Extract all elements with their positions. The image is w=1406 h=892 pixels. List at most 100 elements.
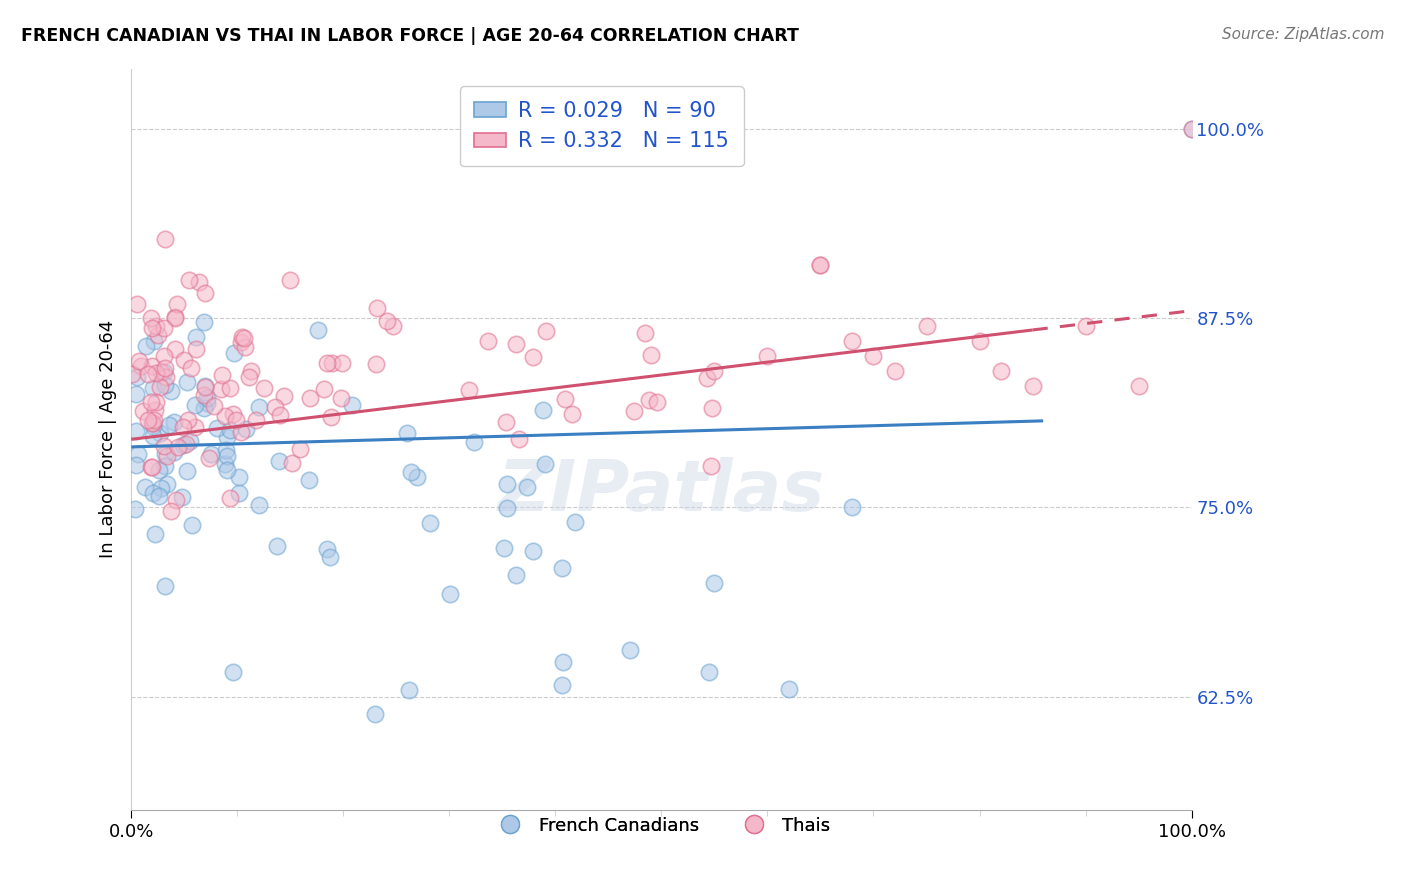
Point <box>209 382 232 396</box>
Point <box>124 458 146 473</box>
Point <box>121 367 143 381</box>
Point <box>134 480 156 494</box>
Point <box>195 396 218 410</box>
Point <box>211 368 233 383</box>
Point <box>159 418 181 433</box>
Point <box>477 334 499 348</box>
Point <box>202 399 225 413</box>
Point <box>129 359 152 374</box>
Point <box>148 380 170 394</box>
Point <box>149 425 172 440</box>
Point <box>127 370 149 384</box>
Point <box>703 364 725 378</box>
Point <box>231 329 253 343</box>
Point <box>194 380 217 394</box>
Point <box>307 323 329 337</box>
Point <box>298 474 321 488</box>
Point <box>160 504 183 518</box>
Point <box>166 297 188 311</box>
Point <box>778 681 800 696</box>
Point <box>153 439 176 453</box>
Point <box>564 516 586 530</box>
Point <box>142 419 165 434</box>
Point <box>1074 318 1097 333</box>
Point <box>756 349 779 363</box>
Point <box>124 502 146 516</box>
Point <box>153 232 176 246</box>
Point <box>534 325 557 339</box>
Point <box>969 334 991 348</box>
Point <box>505 337 527 351</box>
Point <box>215 442 238 457</box>
Point <box>153 361 176 376</box>
Point <box>247 400 270 414</box>
Point <box>156 477 179 491</box>
Point <box>222 665 245 679</box>
Point <box>531 402 554 417</box>
Point <box>703 576 725 591</box>
Point <box>128 354 150 368</box>
Point <box>153 458 176 473</box>
Point <box>145 394 167 409</box>
Point <box>516 480 538 494</box>
Point <box>321 410 343 425</box>
Point <box>316 355 339 369</box>
Point <box>647 395 669 409</box>
Point <box>619 643 641 657</box>
Point <box>163 444 186 458</box>
Point <box>176 464 198 478</box>
Point <box>551 678 574 692</box>
Point <box>217 430 239 444</box>
Point <box>458 383 481 397</box>
Point <box>697 665 720 679</box>
Point <box>125 386 148 401</box>
Point <box>841 334 863 348</box>
Point <box>139 395 162 409</box>
Point <box>232 331 254 345</box>
Point <box>233 340 256 354</box>
Point <box>174 437 197 451</box>
Point <box>219 381 242 395</box>
Point <box>228 469 250 483</box>
Point <box>319 549 342 564</box>
Point <box>915 318 938 333</box>
Point <box>316 541 339 556</box>
Point <box>176 375 198 389</box>
Point <box>135 338 157 352</box>
Point <box>155 378 177 392</box>
Point <box>153 579 176 593</box>
Point <box>494 541 516 555</box>
Point <box>406 470 429 484</box>
Y-axis label: In Labor Force | Age 20-64: In Labor Force | Age 20-64 <box>100 320 117 558</box>
Point <box>554 392 576 406</box>
Point <box>240 364 263 378</box>
Point <box>231 425 253 439</box>
Point <box>329 391 352 405</box>
Point <box>281 456 304 470</box>
Point <box>145 366 167 380</box>
Point <box>141 416 163 430</box>
Point <box>534 457 557 471</box>
Point <box>153 447 176 461</box>
Point <box>218 423 240 437</box>
Point <box>862 349 884 363</box>
Point <box>810 258 832 272</box>
Point <box>194 285 217 300</box>
Point <box>264 400 287 414</box>
Point <box>495 476 517 491</box>
Point <box>269 454 291 468</box>
Point <box>561 407 583 421</box>
Point <box>127 447 149 461</box>
Point <box>217 463 239 477</box>
Text: FRENCH CANADIAN VS THAI IN LABOR FORCE | AGE 20-64 CORRELATION CHART: FRENCH CANADIAN VS THAI IN LABOR FORCE |… <box>21 27 799 45</box>
Point <box>142 486 165 500</box>
Point <box>186 330 208 344</box>
Text: ZIPatlas: ZIPatlas <box>498 457 825 525</box>
Point <box>1128 379 1150 393</box>
Point <box>228 486 250 500</box>
Point <box>148 489 170 503</box>
Point <box>214 457 236 471</box>
Point <box>253 381 276 395</box>
Point <box>200 446 222 460</box>
Point <box>225 413 247 427</box>
